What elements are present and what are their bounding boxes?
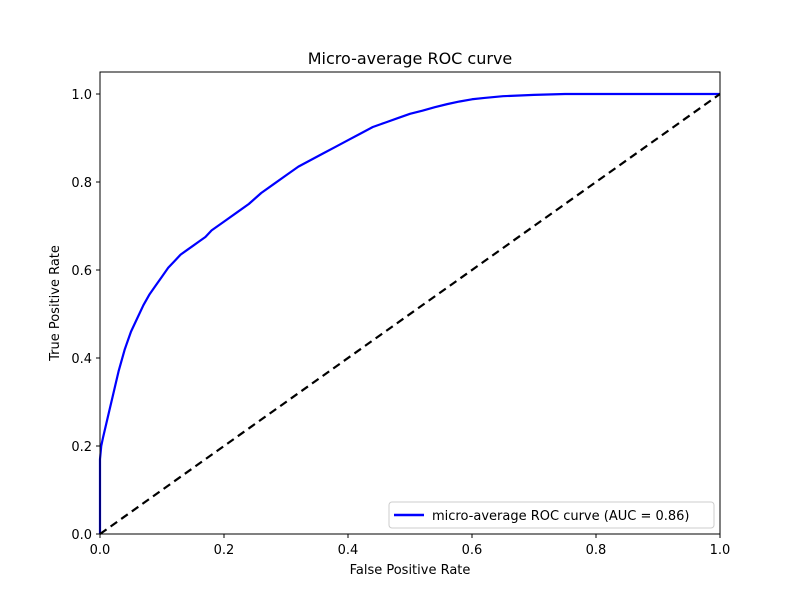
legend: micro-average ROC curve (AUC = 0.86) [388, 501, 715, 529]
legend-box [388, 501, 715, 529]
axis-ticks: 0.0 0.2 0.4 0.6 0.8 1.0 0.0 0.2 0.4 0.6 0.8 1.0 [71, 88, 730, 558]
y-tick-label: 0.0 [71, 528, 92, 543]
x-tick-label: 0.8 [586, 543, 607, 558]
x-tick-label: 0.0 [90, 543, 111, 558]
chart-title: Micro-average ROC curve [308, 49, 513, 68]
x-axis-label: False Positive Rate [350, 563, 471, 578]
y-tick-label: 0.4 [71, 352, 92, 367]
y-tick-label: 0.6 [71, 264, 92, 279]
chance-line [99, 93, 721, 535]
y-tick-label: 0.8 [71, 176, 92, 191]
x-tick-label: 0.2 [214, 543, 235, 558]
plot-area [98, 92, 721, 535]
roc-curve-line [98, 92, 720, 534]
x-tick-label: 1.0 [710, 543, 731, 558]
plot-frame [99, 71, 721, 535]
y-tick-label: 1.0 [71, 88, 92, 103]
legend-label: micro-average ROC curve (AUC = 0.86) [432, 509, 689, 524]
x-tick-label: 0.6 [462, 543, 483, 558]
y-tick-label: 0.2 [71, 440, 92, 455]
x-tick-label: 0.4 [338, 543, 359, 558]
y-axis-label: True Positive Rate [48, 245, 63, 362]
